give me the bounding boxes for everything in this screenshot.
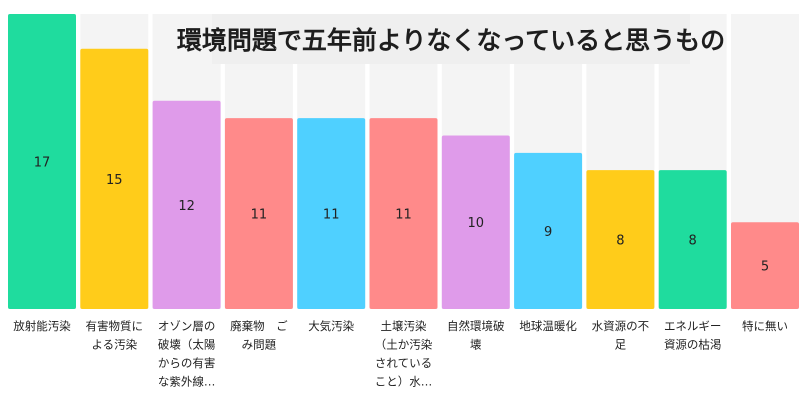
- bar-value-3: 11: [251, 208, 268, 223]
- bar-6: [441, 135, 510, 309]
- bar-value-0: 17: [34, 156, 51, 171]
- bar-3: [224, 118, 293, 309]
- bar-9: [658, 170, 727, 309]
- bar-5: [369, 118, 438, 309]
- bar-1: [80, 48, 149, 310]
- bar-value-4: 11: [323, 208, 340, 223]
- category-label-5: 土壌汚染（土か汚染されていること）水…: [375, 319, 433, 389]
- bar-value-5: 11: [395, 208, 412, 223]
- chart-title: 環境問題で五年前よりなくなっていると思うもの: [177, 26, 725, 55]
- category-label-7: 地球温暖化: [519, 319, 577, 333]
- category-label-3: 廃棄物 ごみ問題: [230, 319, 288, 352]
- bar-value-8: 8: [616, 234, 624, 249]
- bars: [8, 14, 799, 310]
- title-background: [212, 14, 690, 64]
- bar-value-7: 9: [544, 225, 552, 240]
- category-label-9: エネルギー資源の枯渇: [664, 319, 722, 352]
- bar-7: [514, 152, 583, 309]
- bar-0: [8, 14, 76, 309]
- bar-value-labels: 17 15 12 11 11 11 10 9 8 8 5: [34, 156, 769, 275]
- bar-value-1: 15: [106, 173, 123, 188]
- category-label-4: 大気汚染: [308, 319, 354, 333]
- bar-value-6: 10: [468, 216, 485, 231]
- category-label-1: 有害物質による汚染: [86, 319, 144, 352]
- bar-4: [297, 118, 366, 309]
- category-label-2: オゾン層の破壊（太陽からの有害な紫外線…: [158, 319, 216, 389]
- bar-value-9: 8: [689, 234, 697, 249]
- bar-10: [731, 222, 799, 309]
- category-label-0: 放射能汚染: [13, 319, 71, 333]
- bar-value-2: 12: [178, 199, 195, 214]
- bar-value-10: 5: [761, 260, 769, 275]
- bar-2: [152, 100, 221, 309]
- bar-8: [586, 170, 655, 309]
- category-label-10: 特に無い: [742, 319, 788, 333]
- category-label-8: 水資源の不足: [592, 319, 650, 352]
- category-label-6: 自然環境破壊: [447, 319, 505, 352]
